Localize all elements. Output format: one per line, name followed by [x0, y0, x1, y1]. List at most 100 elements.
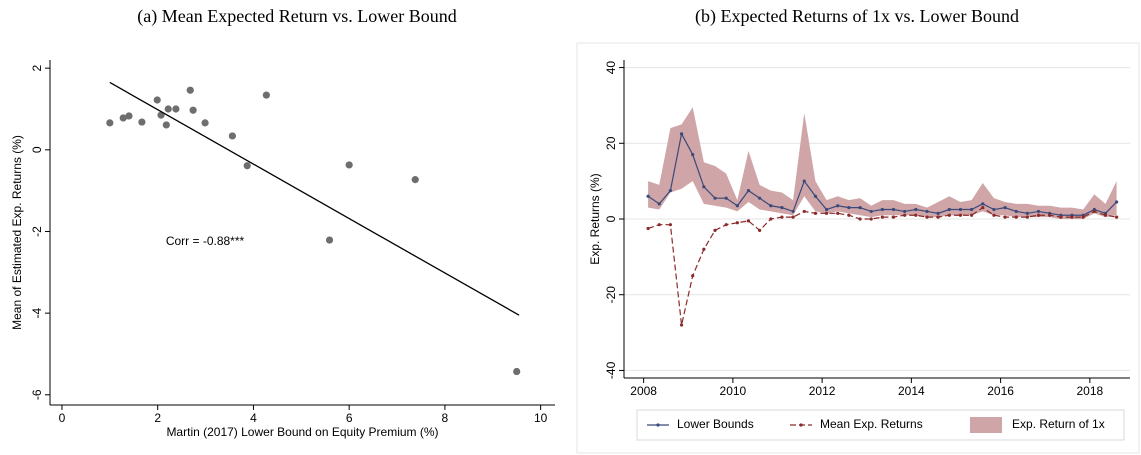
marker [691, 153, 695, 157]
marker [958, 213, 963, 217]
point [262, 91, 270, 99]
marker [992, 207, 996, 212]
marker [914, 213, 918, 217]
point [186, 86, 194, 94]
marker [958, 207, 963, 212]
x-tick-label: 6 [346, 411, 353, 425]
panel-border [576, 42, 1140, 454]
marker [981, 202, 985, 206]
marker [925, 209, 929, 214]
marker [847, 213, 851, 217]
point [119, 114, 127, 122]
marker [1025, 215, 1029, 219]
marker [769, 217, 773, 221]
marker [936, 211, 940, 215]
chart-title: (b) Expected Returns of 1x vs. Lower Bou… [695, 6, 1019, 27]
y-tick-label: -4 [30, 307, 44, 318]
marker [891, 207, 896, 212]
marker [791, 209, 795, 214]
chart-title: (a) Mean Expected Return vs. Lower Bound [137, 6, 456, 27]
y-tick-label: 40 [604, 61, 618, 75]
y-axis-label: Mean of Estimated Exp. Returns (%) [10, 135, 24, 330]
marker [668, 189, 673, 193]
point [153, 96, 161, 104]
marker [657, 202, 661, 206]
point [201, 119, 209, 127]
y-tick-label: -2 [30, 226, 44, 237]
point [189, 106, 197, 114]
marker [1070, 215, 1074, 219]
x-axis-label: Martin (2017) Lower Bound on Equity Prem… [166, 425, 438, 439]
marker [969, 207, 974, 212]
point [325, 236, 334, 244]
marker [668, 223, 673, 227]
marker [880, 215, 884, 219]
marker [925, 215, 929, 219]
marker [1014, 215, 1018, 219]
marker [1036, 209, 1041, 214]
legend-box [636, 409, 1125, 441]
y-tick-label: -6 [30, 389, 44, 400]
point [125, 112, 133, 120]
marker [947, 213, 951, 217]
point [138, 118, 146, 126]
marker [746, 189, 751, 193]
marker [702, 247, 706, 251]
y-tick-label: -40 [604, 361, 618, 379]
point [162, 121, 170, 129]
marker [813, 211, 818, 215]
marker [880, 207, 884, 212]
point [106, 119, 114, 127]
point [228, 132, 236, 140]
marker [1014, 209, 1018, 214]
point [411, 176, 419, 184]
marker [981, 206, 985, 210]
x-tick-label: 2010 [720, 384, 747, 398]
x-tick-label: 2014 [898, 384, 925, 398]
marker [824, 207, 829, 212]
marker [724, 223, 728, 227]
marker [969, 213, 974, 217]
marker [1103, 213, 1108, 217]
marker [791, 215, 795, 219]
marker [758, 228, 762, 232]
marker [903, 213, 907, 217]
x-tick-label: 2018 [1076, 384, 1103, 398]
annotation: Corr = -0.88*** [166, 234, 245, 248]
x-tick-label: 4 [250, 411, 257, 425]
marker [992, 213, 996, 217]
legend-label: Mean Exp. Returns [820, 417, 923, 431]
marker [1092, 209, 1096, 214]
marker [769, 204, 773, 208]
x-tick-label: 10 [534, 411, 548, 425]
legend-swatch [970, 417, 1002, 433]
y-tick-label: 0 [30, 146, 44, 153]
marker [679, 323, 684, 327]
marker [802, 209, 806, 214]
marker [813, 194, 818, 198]
point [243, 162, 251, 170]
marker [657, 223, 661, 227]
marker [1003, 206, 1007, 210]
marker [858, 217, 862, 221]
band [648, 107, 1117, 219]
line [647, 206, 1117, 326]
marker [869, 217, 873, 221]
point [513, 367, 521, 376]
marker [758, 196, 762, 200]
x-tick-label: 2016 [987, 384, 1014, 398]
marker [713, 228, 717, 232]
marker [947, 207, 951, 212]
marker [746, 219, 751, 223]
fit-line [109, 81, 520, 316]
marker [836, 204, 840, 208]
marker [780, 215, 784, 219]
marker [802, 179, 806, 183]
marker [780, 206, 784, 210]
marker [1025, 211, 1029, 215]
marker [646, 226, 650, 231]
y-tick-label: 2 [30, 65, 44, 72]
marker [824, 211, 829, 215]
